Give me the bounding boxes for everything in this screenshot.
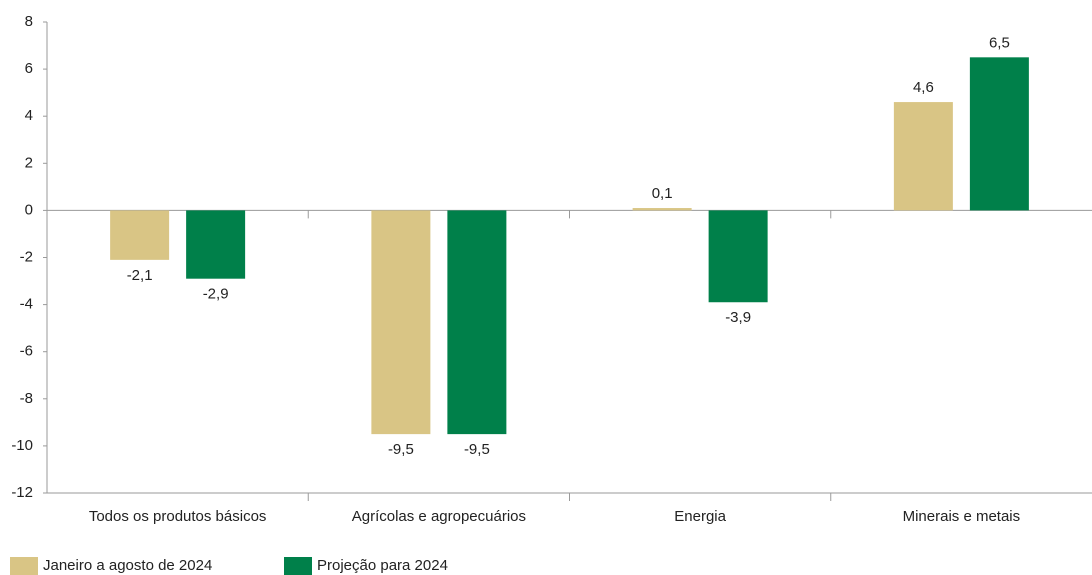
x-tick-label: Agrícolas e agropecuários [352,508,526,525]
value-label: -9,5 [388,441,414,458]
bar [447,210,507,435]
y-tick-label: 8 [25,13,33,30]
x-tick-label: Energia [674,508,726,525]
value-label: -2,1 [127,267,153,284]
y-tick-label: -8 [20,390,33,407]
x-tick-label: Todos os produtos básicos [89,508,267,525]
bar [110,210,170,260]
bar [186,210,246,279]
bar [708,210,768,303]
y-tick-label: -2 [20,248,33,265]
value-label: -2,9 [203,286,229,303]
value-label: 4,6 [913,79,934,96]
bar [893,102,953,211]
legend-swatch [10,557,38,575]
y-tick-label: -10 [11,437,33,454]
value-label: 6,5 [989,34,1010,51]
value-label: -9,5 [464,441,490,458]
value-label: 0,1 [652,185,673,202]
bar [969,57,1029,211]
bar [632,208,692,211]
y-tick-label: 4 [25,107,33,124]
legend-label: Projeção para 2024 [317,557,448,574]
y-tick-label: -4 [20,296,33,313]
y-tick-label: 2 [25,154,33,171]
x-tick-label: Minerais e metais [903,508,1021,525]
value-label: -3,9 [725,309,751,326]
legend-label: Janeiro a agosto de 2024 [43,557,212,574]
legend-swatch [284,557,312,575]
y-tick-label: 0 [25,201,33,218]
bar [371,210,431,435]
y-tick-label: -6 [20,343,33,360]
y-tick-label: -12 [11,484,33,501]
y-tick-label: 6 [25,60,33,77]
